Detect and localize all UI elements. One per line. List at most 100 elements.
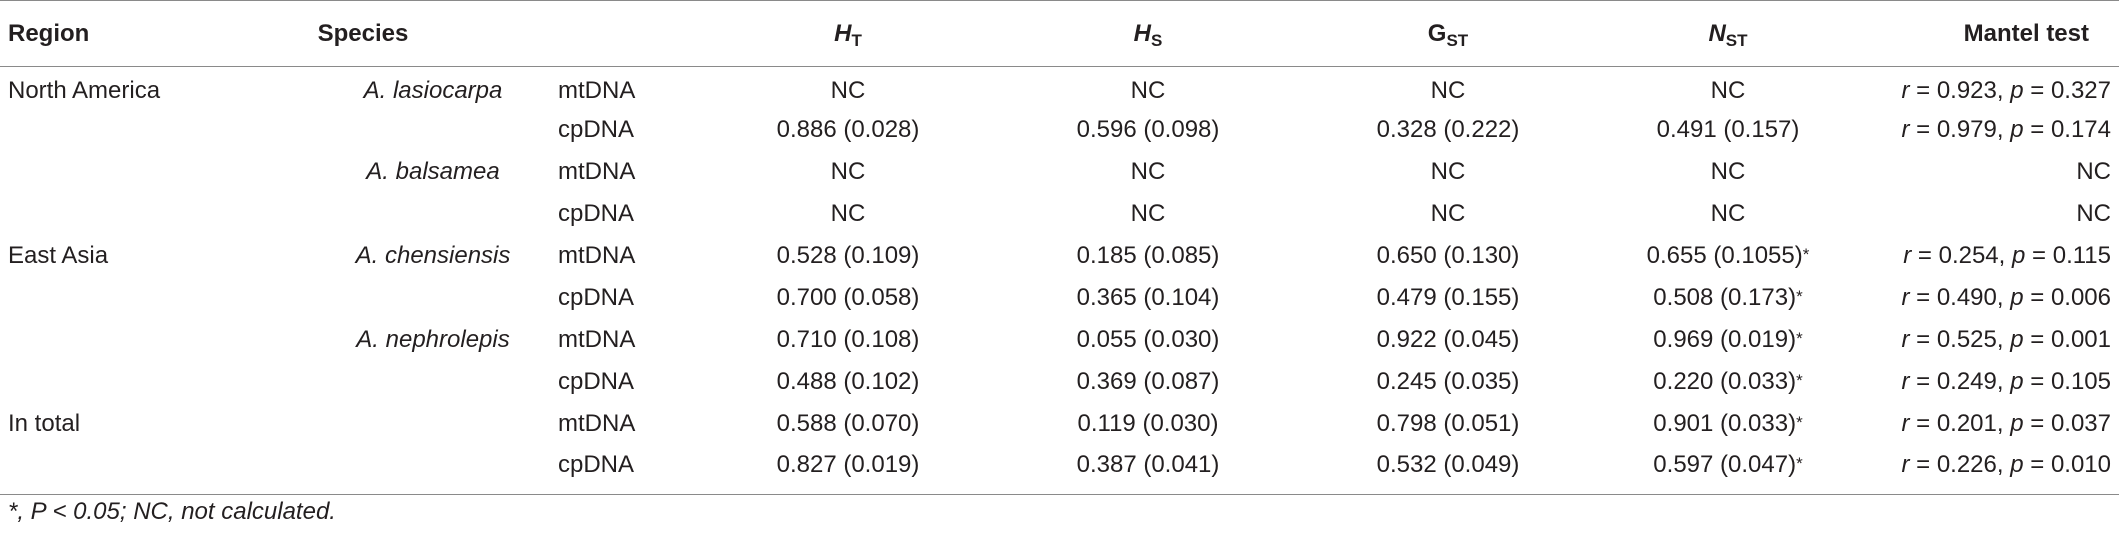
- header-hs-sub: S: [1151, 30, 1163, 50]
- cell-hs: NC: [1130, 157, 1166, 185]
- cell-gst: 0.245 (0.035): [1376, 367, 1520, 395]
- mantel-r-value: 0.979: [1936, 115, 1997, 143]
- cell-region: [0, 361, 258, 403]
- table-row: cpDNA 0.700 (0.058) 0.365 (0.104) 0.479 (0.…: [0, 277, 2119, 319]
- cell-ht: 0.886 (0.028): [776, 115, 920, 143]
- nst-value: 0.655 (0.1055): [1646, 241, 1803, 269]
- table-row: East Asia A. chensiensis mtDNA 0.528 (0.109…: [0, 235, 2119, 277]
- cell-gst: NC: [1430, 157, 1466, 185]
- cell-species: [258, 193, 558, 235]
- significance-marker: *: [1796, 286, 1803, 306]
- header-region: Region: [0, 0, 258, 67]
- table-row: cpDNA 0.827 (0.019) 0.387 (0.041) 0.532 (0.…: [0, 444, 2119, 495]
- cell-gst: 0.479 (0.155): [1376, 283, 1520, 311]
- mantel-r-value: 0.226: [1936, 451, 1997, 479]
- mantel-p-label: p: [2010, 76, 2024, 104]
- nst-value: NC: [1710, 157, 1746, 185]
- mantel-p-value: 0.001: [2050, 325, 2111, 353]
- mantel-eq: =: [1911, 241, 1939, 269]
- cell-species: [258, 361, 558, 403]
- significance-marker: *: [1802, 244, 1810, 264]
- cell-nst: 0.508 (0.173)*: [1598, 277, 1858, 319]
- cell-marker: mtDNA: [558, 241, 636, 269]
- header-species: Species: [258, 0, 558, 67]
- header-row: Region Species HT HS GST NST Mantel test: [0, 0, 2119, 67]
- mantel-r-value: 0.923: [1936, 76, 1997, 104]
- cell-mantel: r = 0.923, p = 0.327: [1858, 67, 2119, 109]
- cell-hs: 0.185 (0.085): [1076, 241, 1220, 269]
- cell-species: A. chensiensis: [355, 241, 511, 269]
- table-row: cpDNA 0.886 (0.028) 0.596 (0.098) 0.328 (0.…: [0, 109, 2119, 151]
- header-ht: HT: [698, 0, 998, 67]
- table-footnote: *, P < 0.05; NC, not calculated.: [8, 498, 336, 525]
- mantel-eq: =: [2023, 76, 2051, 104]
- cell-gst: 0.922 (0.045): [1376, 325, 1520, 353]
- mantel-eq: =: [1909, 115, 1937, 143]
- header-nst: NST: [1598, 0, 1858, 67]
- cell-hs: 0.387 (0.041): [998, 444, 1298, 495]
- nst-value: NC: [1710, 76, 1746, 104]
- cell-ht: 0.528 (0.109): [776, 241, 920, 269]
- header-gst: GST: [1298, 0, 1598, 67]
- header-nst-sub: ST: [1725, 30, 1748, 50]
- mantel-r-label: r: [1901, 367, 1910, 395]
- mantel-p-value: 0.010: [2050, 451, 2111, 479]
- significance-marker: *: [1796, 370, 1803, 390]
- cell-species: [258, 277, 558, 319]
- nst-value: 0.597 (0.047): [1653, 451, 1797, 479]
- cell-hs: 0.055 (0.030): [1076, 325, 1220, 353]
- cell-marker: mtDNA: [558, 76, 636, 104]
- header-hs-base: H: [1133, 19, 1151, 47]
- cell-mantel: r = 0.249, p = 0.105: [1858, 361, 2119, 403]
- nst-value: 0.491 (0.157): [1656, 115, 1800, 143]
- mantel-r-label: r: [1901, 409, 1910, 437]
- cell-ht: 0.700 (0.058): [776, 283, 920, 311]
- cell-nst: NC: [1598, 151, 1858, 193]
- mantel-sep: ,: [1998, 241, 2012, 269]
- cell-ht: 0.827 (0.019): [698, 444, 998, 495]
- mantel-eq: =: [1909, 325, 1937, 353]
- mantel-eq: =: [2023, 451, 2051, 479]
- mantel-eq: =: [1909, 409, 1937, 437]
- mantel-eq: =: [1909, 76, 1937, 104]
- cell-hs: NC: [1130, 76, 1166, 104]
- mantel-r-value: 0.490: [1936, 283, 1997, 311]
- mantel-eq: =: [2023, 409, 2051, 437]
- header-gst-sub: ST: [1446, 30, 1469, 50]
- cell-gst: 0.532 (0.049): [1298, 444, 1598, 495]
- cell-species: A. balsamea: [366, 157, 500, 185]
- table-row: North America A. lasiocarpa mtDNA NC NC NC NC r…: [0, 67, 2119, 109]
- cell-mantel: NC: [1858, 193, 2119, 235]
- cell-nst: NC: [1598, 67, 1858, 109]
- cell-marker: cpDNA: [558, 115, 635, 143]
- cell-mantel: r = 0.490, p = 0.006: [1858, 277, 2119, 319]
- cell-hs: 0.369 (0.087): [1076, 367, 1220, 395]
- mantel-p-value: 0.105: [2050, 367, 2111, 395]
- mantel-p-label: p: [2010, 409, 2024, 437]
- mantel-eq: =: [2023, 325, 2051, 353]
- cell-region: In total: [8, 409, 81, 437]
- cell-hs: 0.119 (0.030): [1077, 409, 1219, 437]
- cell-mantel: r = 0.254, p = 0.115: [1858, 235, 2119, 277]
- header-hs: HS: [998, 0, 1298, 67]
- cell-gst: NC: [1430, 199, 1466, 227]
- mantel-sep: ,: [1996, 115, 2011, 143]
- header-ht-sub: T: [851, 30, 862, 50]
- cell-nst: 0.901 (0.033)*: [1598, 403, 1858, 445]
- cell-ht: NC: [830, 199, 866, 227]
- nst-value: 0.220 (0.033): [1653, 367, 1797, 395]
- mantel-text: NC: [2076, 199, 2111, 227]
- mantel-eq: =: [2023, 115, 2051, 143]
- table-row: cpDNA NC NC NC NC NC: [0, 193, 2119, 235]
- cell-marker: mtDNA: [558, 325, 636, 353]
- table-body: North America A. lasiocarpa mtDNA NC NC NC NC r…: [0, 67, 2119, 495]
- mantel-sep: ,: [1996, 283, 2011, 311]
- cell-marker: mtDNA: [558, 409, 636, 437]
- cell-nst: 0.491 (0.157): [1598, 109, 1858, 151]
- cell-nst: NC: [1598, 193, 1858, 235]
- cell-species: [258, 109, 558, 151]
- table-row: A. balsamea mtDNA NC NC NC NC NC: [0, 151, 2119, 193]
- cell-nst: 0.655 (0.1055)*: [1598, 235, 1858, 277]
- significance-marker: *: [1796, 328, 1803, 348]
